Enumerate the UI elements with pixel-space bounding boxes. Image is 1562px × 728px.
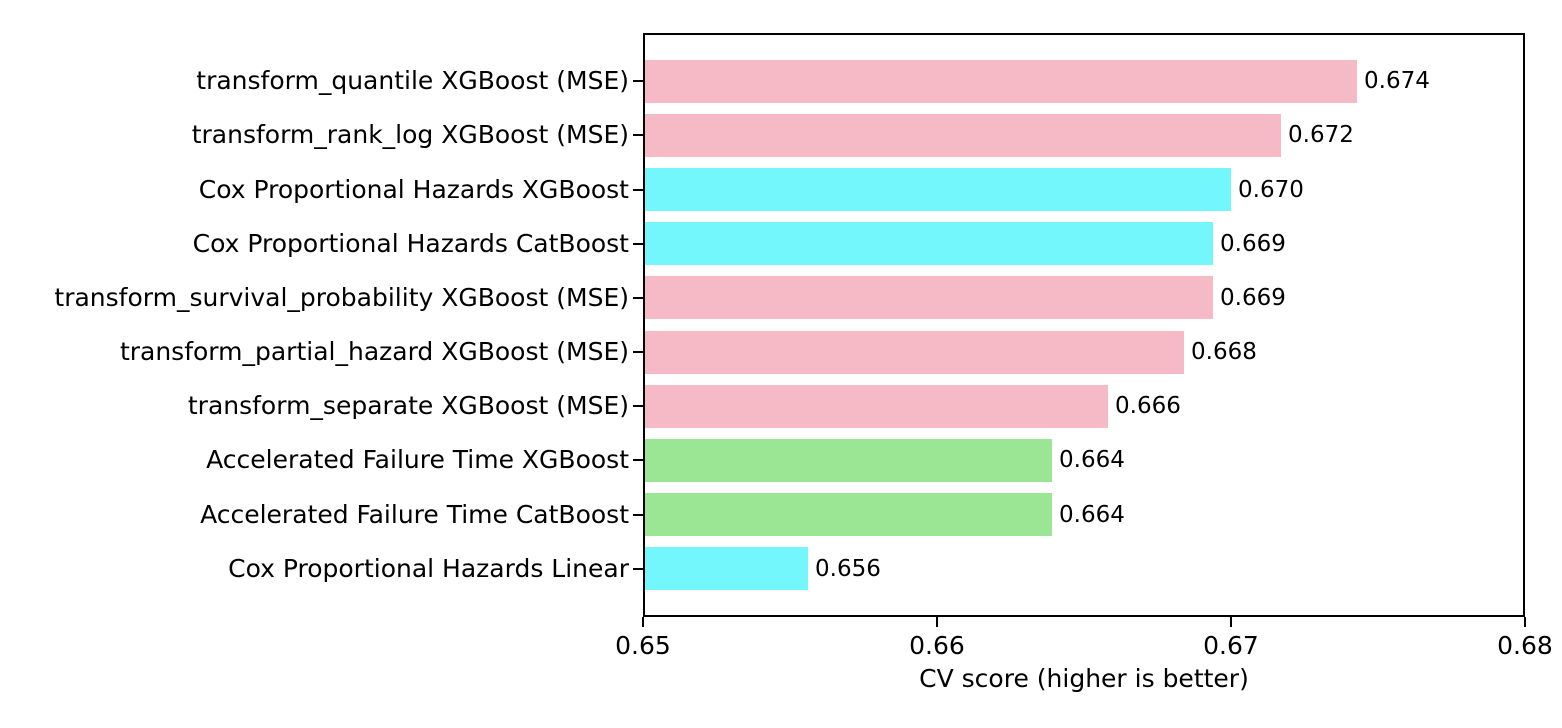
x-axis-title: CV score (higher is better) bbox=[919, 664, 1249, 693]
category-label: transform_rank_log XGBoost (MSE) bbox=[191, 120, 629, 149]
x-axis-tick-label: 0.67 bbox=[1203, 631, 1259, 660]
y-axis-tick bbox=[633, 189, 643, 191]
category-label: Cox Proportional Hazards Linear bbox=[228, 554, 629, 583]
bar-value-label: 0.669 bbox=[1220, 285, 1286, 311]
y-axis-tick bbox=[633, 80, 643, 82]
category-label: transform_separate XGBoost (MSE) bbox=[187, 391, 629, 420]
bar bbox=[645, 547, 808, 590]
y-axis-tick bbox=[633, 405, 643, 407]
y-axis-tick bbox=[633, 459, 643, 461]
x-axis-tick-label: 0.66 bbox=[909, 631, 965, 660]
bar-value-label: 0.664 bbox=[1059, 447, 1125, 473]
bar-value-label: 0.656 bbox=[815, 556, 881, 582]
category-label: Accelerated Failure Time CatBoost bbox=[200, 500, 629, 529]
x-axis-tick-label: 0.65 bbox=[615, 631, 671, 660]
x-axis-tick bbox=[936, 617, 938, 627]
x-axis-tick bbox=[642, 617, 644, 627]
bar bbox=[645, 385, 1108, 428]
bar-value-label: 0.670 bbox=[1238, 177, 1304, 203]
bar bbox=[645, 114, 1281, 157]
category-label: Accelerated Failure Time XGBoost bbox=[206, 445, 629, 474]
category-label: transform_quantile XGBoost (MSE) bbox=[196, 66, 629, 95]
bar bbox=[645, 439, 1052, 482]
x-axis-tick-label: 0.68 bbox=[1497, 631, 1553, 660]
category-label: transform_survival_probability XGBoost (… bbox=[54, 283, 629, 312]
x-axis-tick bbox=[1524, 617, 1526, 627]
x-axis-tick bbox=[1230, 617, 1232, 627]
y-axis-tick bbox=[633, 568, 643, 570]
bar bbox=[645, 493, 1052, 536]
bar bbox=[645, 331, 1184, 374]
y-axis-tick bbox=[633, 134, 643, 136]
bar bbox=[645, 222, 1213, 265]
bar-value-label: 0.668 bbox=[1191, 339, 1257, 365]
y-axis-tick bbox=[633, 297, 643, 299]
y-axis-tick bbox=[633, 243, 643, 245]
bar bbox=[645, 60, 1357, 103]
bar bbox=[645, 276, 1213, 319]
category-label: transform_partial_hazard XGBoost (MSE) bbox=[119, 337, 629, 366]
y-axis-tick bbox=[633, 351, 643, 353]
bar-value-label: 0.664 bbox=[1059, 502, 1125, 528]
bar-value-label: 0.674 bbox=[1364, 68, 1430, 94]
bar-value-label: 0.669 bbox=[1220, 231, 1286, 257]
bar-value-label: 0.666 bbox=[1115, 393, 1181, 419]
bar-value-label: 0.672 bbox=[1288, 122, 1354, 148]
bar bbox=[645, 168, 1231, 211]
category-label: Cox Proportional Hazards CatBoost bbox=[192, 229, 629, 258]
category-label: Cox Proportional Hazards XGBoost bbox=[198, 175, 629, 204]
y-axis-tick bbox=[633, 514, 643, 516]
